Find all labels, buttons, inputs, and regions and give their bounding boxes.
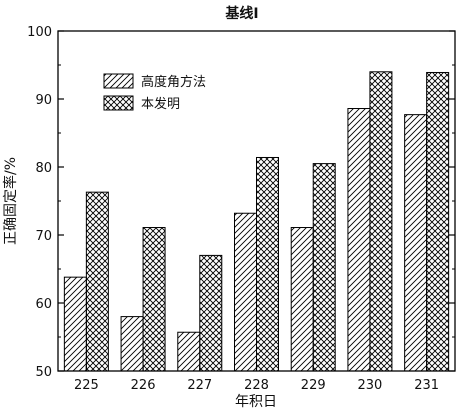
x-tick-label: 228 xyxy=(244,378,269,393)
y-tick-label: 100 xyxy=(27,25,52,40)
x-tick-label: 231 xyxy=(414,378,439,393)
x-tick-label: 225 xyxy=(74,378,99,393)
y-tick-label: 80 xyxy=(35,161,52,176)
legend-swatch-series-2 xyxy=(103,95,134,111)
bar-series-1-230 xyxy=(347,108,371,372)
bar-series-1-226 xyxy=(120,316,144,372)
x-tick-label: 230 xyxy=(358,378,383,393)
chart-title: 基线I xyxy=(225,5,258,22)
x-axis-title: 年积日 xyxy=(235,394,277,410)
legend-label-series-2: 本发明 xyxy=(141,96,180,112)
bar-series-1-225 xyxy=(63,276,87,372)
bar-series-2-225 xyxy=(85,191,109,372)
legend: 高度角方法 本发明 xyxy=(103,73,206,112)
y-axis: 50 60 70 80 90 100 xyxy=(27,25,455,380)
x-tick-label: 229 xyxy=(301,378,326,393)
y-tick-label: 60 xyxy=(35,297,52,312)
bar-series-1-229 xyxy=(290,227,314,372)
bar-series-2-227 xyxy=(199,254,223,372)
y-tick-label: 50 xyxy=(35,365,52,380)
bar-series-2-231 xyxy=(426,71,450,372)
x-tick-label: 227 xyxy=(187,378,212,393)
x-tick-label: 226 xyxy=(131,378,156,393)
y-tick-label: 70 xyxy=(35,229,52,244)
legend-label-series-1: 高度角方法 xyxy=(141,74,206,90)
legend-swatch-series-1 xyxy=(103,73,134,89)
bar-series-1-231 xyxy=(404,114,428,372)
y-tick-label: 90 xyxy=(35,93,52,108)
bar-series-1-228 xyxy=(234,212,257,372)
bars-layer xyxy=(63,71,450,372)
bar-series-2-229 xyxy=(312,163,336,372)
bar-series-2-228 xyxy=(256,156,279,372)
x-axis: 225 226 227 228 229 230 231 xyxy=(74,366,439,393)
bar-series-1-227 xyxy=(177,331,201,372)
bar-series-2-230 xyxy=(369,71,393,372)
y-axis-title: 正确固定率/% xyxy=(2,157,19,245)
bar-series-2-226 xyxy=(142,227,166,372)
